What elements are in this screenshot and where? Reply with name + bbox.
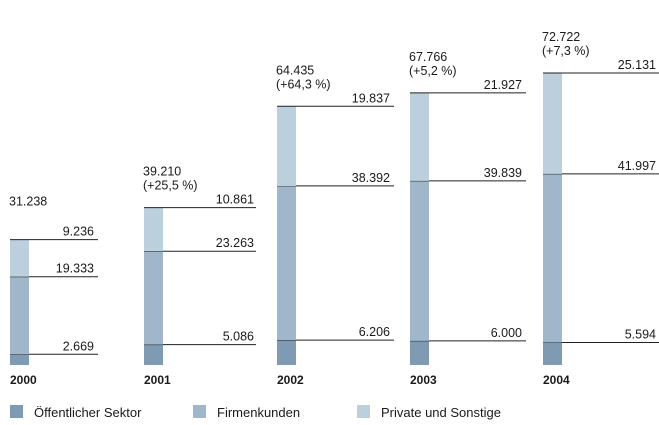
- bar-segment: [144, 344, 163, 365]
- legend-label: Private und Sonstige: [381, 405, 501, 420]
- legend-swatch: [357, 405, 370, 418]
- data-label: 25.131: [618, 58, 656, 72]
- data-label: 21.927: [484, 78, 522, 92]
- bar-segment: [543, 73, 562, 174]
- data-label: 5.594: [625, 328, 656, 342]
- bar-segment: [144, 207, 163, 252]
- change-label: (+5,2 %): [409, 64, 457, 78]
- bar-segment: [410, 92, 429, 181]
- data-label: 39.839: [484, 166, 522, 180]
- legend-swatch: [193, 405, 206, 418]
- bar-segment: [277, 106, 296, 186]
- bar-segment: [543, 342, 562, 365]
- bar-segment: [10, 276, 29, 355]
- data-label: 10.861: [216, 193, 254, 207]
- data-label: 38.392: [352, 171, 390, 185]
- bar-segment: [410, 340, 429, 365]
- data-label: 19.333: [56, 262, 94, 276]
- legend-label: Firmenkunden: [217, 405, 300, 420]
- legend-swatch: [10, 405, 23, 418]
- bar-segment: [543, 173, 562, 343]
- data-label: 6.206: [359, 325, 390, 339]
- legend-label: Öffentlicher Sektor: [34, 405, 142, 420]
- change-label: (+25,5 %): [143, 179, 198, 193]
- bar-segment: [10, 354, 29, 365]
- x-tick-label: 2000: [10, 373, 37, 387]
- bar-segment: [277, 185, 296, 341]
- x-tick-label: 2002: [277, 373, 304, 387]
- data-label: 9.236: [63, 225, 94, 239]
- x-tick-label: 2003: [410, 373, 437, 387]
- bar-segment: [277, 340, 296, 365]
- x-tick-label: 2004: [543, 373, 570, 387]
- change-label: (+7,3 %): [542, 44, 590, 58]
- bar-segment: [144, 251, 163, 345]
- data-label: 19.837: [352, 91, 390, 105]
- data-label: 6.000: [491, 326, 522, 340]
- bar-segment: [10, 239, 29, 277]
- data-label: 2.669: [63, 339, 94, 353]
- change-label: (+64,3 %): [276, 77, 331, 91]
- total-label: 31.238: [9, 195, 47, 209]
- data-label: 41.997: [618, 159, 656, 173]
- total-label: 67.766: [409, 50, 447, 64]
- total-label: 72.722: [542, 30, 580, 44]
- bar-segment: [410, 180, 429, 341]
- data-label: 5.086: [223, 330, 254, 344]
- x-tick-label: 2001: [144, 373, 171, 387]
- data-label: 23.263: [216, 236, 254, 250]
- total-label: 64.435: [276, 63, 314, 77]
- total-label: 39.210: [143, 165, 181, 179]
